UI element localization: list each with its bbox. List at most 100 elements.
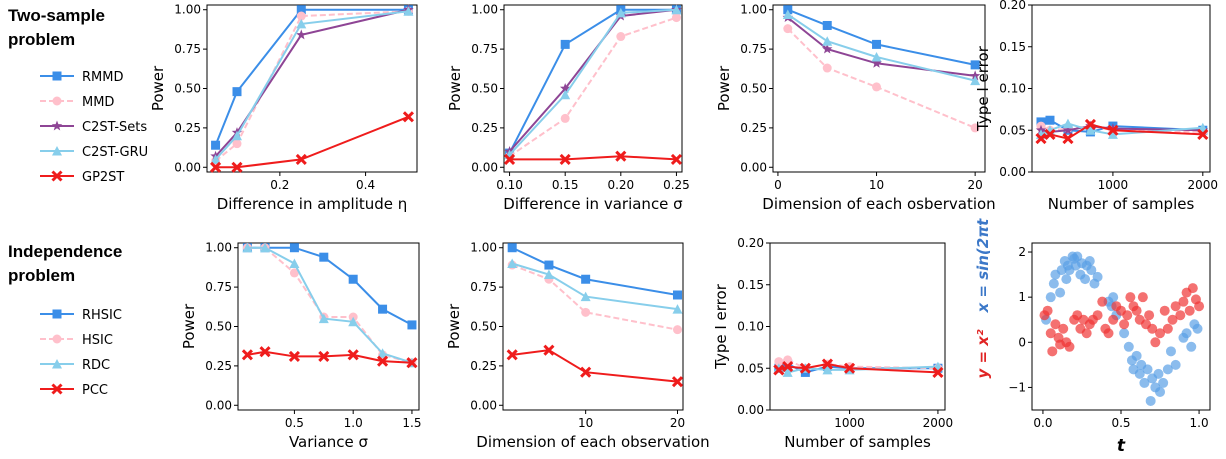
section-label-line: Two-sample [8, 6, 105, 25]
x-tick-label: 1.5 [402, 416, 421, 430]
y-tick-label: 0.75 [174, 42, 201, 56]
x-tick-label: 0.2 [270, 178, 289, 192]
data-point [1107, 129, 1118, 139]
legend-label: PCC [82, 383, 108, 398]
series [1041, 251, 1203, 406]
data-point [843, 362, 856, 374]
x-tick-label: 20 [670, 416, 685, 430]
data-point [1125, 292, 1136, 303]
series-line [787, 13, 976, 82]
data-point [1144, 310, 1155, 321]
data-point [672, 304, 683, 314]
x-axis-label: Dimension of each observation [476, 433, 709, 451]
y-axis-label: Power [149, 65, 167, 111]
data-point [543, 344, 555, 356]
section-label-line: problem [8, 30, 76, 49]
data-point [1153, 368, 1164, 379]
plot-frame [206, 4, 418, 173]
y-tick-label: 0.50 [470, 320, 497, 334]
data-point [970, 75, 981, 86]
x-axis-label: Difference in variance σ [503, 195, 683, 213]
data-point [1050, 319, 1061, 330]
data-point [377, 355, 389, 367]
data-point [1103, 328, 1114, 339]
data-point [1131, 350, 1142, 361]
data-point [1064, 341, 1075, 352]
data-point [406, 357, 418, 369]
data-point [615, 7, 626, 18]
data-point [1158, 377, 1169, 388]
y-axis-label: Power [445, 303, 463, 349]
data-point [1058, 323, 1069, 334]
series [506, 344, 684, 388]
data-point [1184, 305, 1195, 316]
panel: 0.0 0.5 1.0 −1 0 1 2 t y = x² x = sin(2πt [974, 218, 1211, 456]
legend-label: RHSIC [82, 308, 122, 323]
legend-label: MMD [82, 95, 114, 110]
data-point [1081, 328, 1092, 339]
data-point [559, 83, 571, 93]
y-tick-label: 1.00 [470, 241, 497, 255]
x-tick-label: 0 [774, 178, 782, 192]
legend-label: RDC [82, 358, 110, 373]
y-tick-label: 0.25 [740, 121, 767, 135]
x-axis-label: Variance σ [289, 433, 369, 451]
data-point [799, 362, 811, 374]
data-point [296, 29, 307, 40]
series [1039, 283, 1205, 357]
data-point [1155, 328, 1166, 339]
panel: 0.5 1.0 1.5 0.00 0.25 0.50 0.75 1.00 Variance σ P… [180, 241, 421, 451]
data-point [672, 325, 682, 335]
data-point [1145, 395, 1156, 406]
data-point [580, 291, 591, 302]
data-point [1047, 346, 1058, 357]
data-point [1162, 323, 1173, 334]
data-point [1167, 314, 1178, 325]
y-tick-label: 0.50 [174, 82, 201, 96]
data-point [1048, 278, 1059, 289]
legend-marker [52, 359, 62, 369]
series-line [787, 27, 976, 129]
data-point [1131, 305, 1142, 316]
data-point [1055, 287, 1066, 298]
data-point [1150, 337, 1161, 348]
data-point [259, 346, 271, 358]
data-point [580, 366, 592, 378]
data-point [347, 349, 359, 361]
data-point [774, 357, 784, 367]
y-tick-label: 0.00 [740, 160, 767, 174]
legend-item: GP2ST [40, 170, 124, 185]
data-point [1108, 314, 1119, 325]
data-point [232, 87, 242, 97]
series-line [787, 8, 976, 66]
data-point [1159, 305, 1170, 316]
panel: 0 10 20 0.00 0.25 0.50 0.75 1.00 Dimension of ea… [715, 3, 996, 213]
data-point [1139, 377, 1150, 388]
y-tick-label: 1.00 [174, 3, 201, 17]
x-tick-label: 0.4 [356, 178, 375, 192]
data-point [782, 9, 793, 19]
x-tick-label: 0.0 [1033, 416, 1052, 430]
legend-item: HSIC [40, 333, 113, 348]
series [1035, 118, 1209, 145]
data-point [1061, 274, 1072, 285]
data-point [773, 364, 785, 376]
series [782, 9, 981, 86]
x-tick-label: 20 [967, 178, 982, 192]
x-tick-label: 10 [578, 416, 593, 430]
series [507, 258, 683, 314]
data-point [1107, 124, 1119, 136]
x-tick-label: 2000 [923, 416, 954, 430]
data-point [782, 361, 794, 373]
data-point [871, 51, 882, 62]
data-point [544, 260, 554, 270]
data-point [871, 57, 882, 68]
y-axis-labels: y = x² x = sin(2πt [974, 218, 992, 379]
y-axis-label-red: y = x² [974, 329, 992, 378]
y-tick-label: 0.15 [737, 278, 764, 292]
data-point [260, 242, 271, 253]
series-line [508, 8, 677, 154]
y-tick-label: 1.00 [740, 3, 767, 17]
x-axis-label: Number of samples [1048, 195, 1195, 213]
data-point [1042, 305, 1053, 316]
